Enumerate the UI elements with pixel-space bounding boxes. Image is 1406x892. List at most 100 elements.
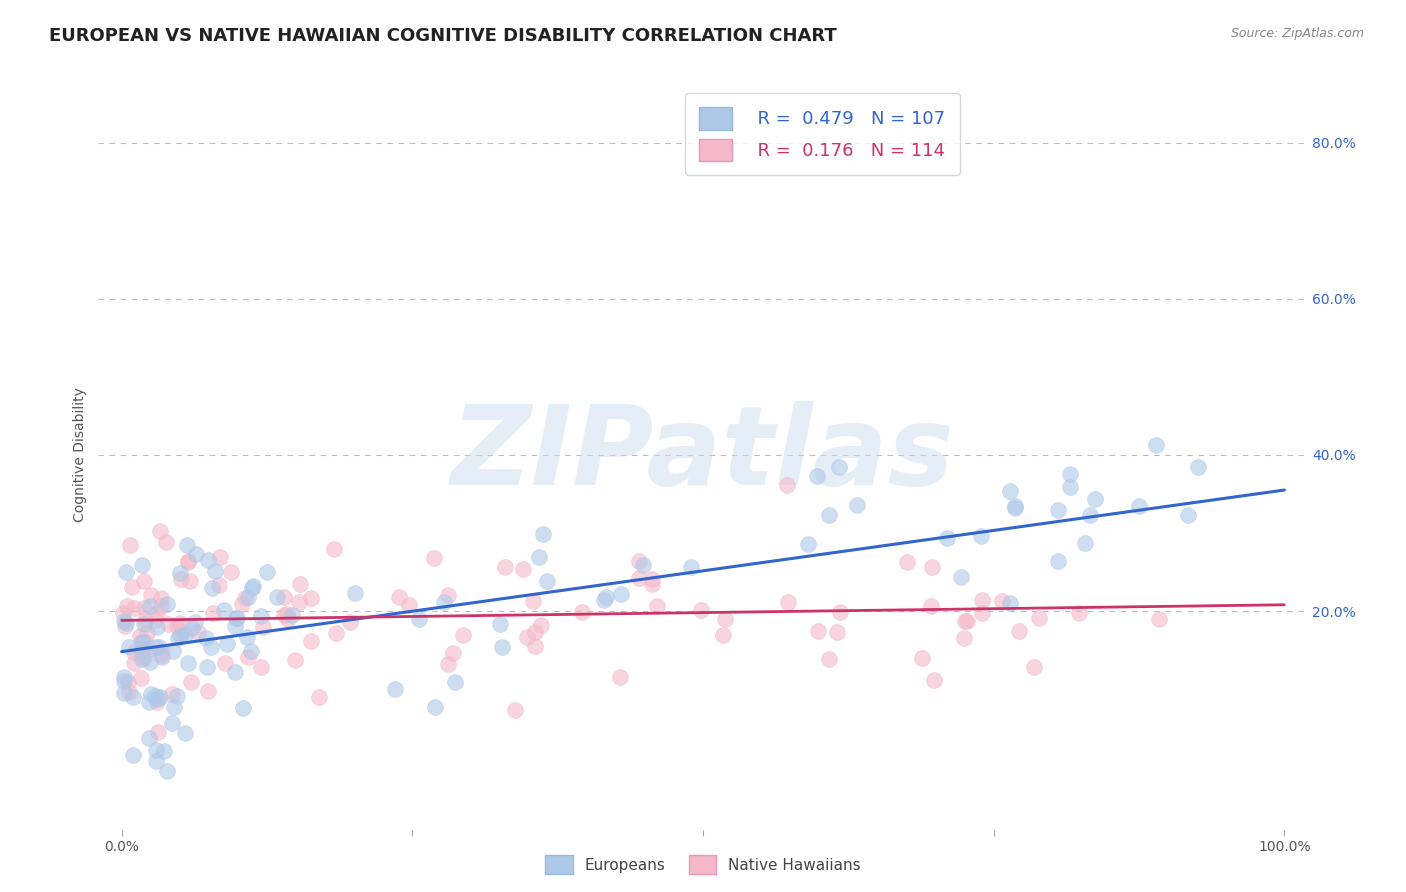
Point (807, 624, 830, 639)
Point (169, 566, 191, 580)
Point (325, 626, 347, 640)
Point (505, 703, 527, 717)
Point (176, 555, 198, 569)
Text: EUROPEAN VS NATIVE HAWAIIAN COGNITIVE DISABILITY CORRELATION CHART: EUROPEAN VS NATIVE HAWAIIAN COGNITIVE DI… (49, 27, 837, 45)
Point (1078, 508, 1101, 522)
Point (953, 614, 976, 628)
Point (200, 640, 222, 654)
Point (117, 675, 139, 690)
Point (1084, 491, 1107, 506)
Point (516, 630, 538, 644)
Point (115, 566, 138, 580)
Point (225, 611, 247, 625)
Point (1046, 554, 1069, 568)
Point (339, 615, 361, 630)
Point (232, 701, 254, 715)
Point (443, 675, 465, 690)
Point (146, 695, 169, 709)
Point (157, 616, 180, 631)
Point (141, 588, 163, 602)
Point (169, 616, 191, 631)
Point (645, 599, 668, 614)
Point (949, 570, 972, 584)
Point (631, 558, 654, 572)
Point (953, 632, 976, 646)
Point (149, 591, 172, 606)
Point (131, 643, 153, 657)
Point (970, 529, 993, 543)
Point (156, 597, 179, 611)
Point (713, 612, 735, 626)
Point (138, 695, 160, 709)
Point (1067, 607, 1090, 621)
Point (711, 628, 734, 642)
Point (825, 624, 848, 639)
Point (122, 601, 145, 615)
Point (112, 614, 135, 628)
Point (129, 634, 152, 648)
Y-axis label: Cognitive Disability: Cognitive Disability (73, 387, 87, 523)
Point (132, 601, 155, 615)
Point (595, 590, 617, 604)
Point (170, 572, 193, 586)
Point (252, 620, 274, 634)
Point (172, 624, 194, 639)
Point (177, 656, 200, 670)
Point (156, 764, 179, 778)
Point (184, 547, 207, 561)
Point (138, 731, 160, 745)
Point (491, 640, 513, 654)
Point (910, 651, 932, 665)
Point (972, 592, 994, 607)
Point (122, 747, 145, 762)
Point (522, 594, 544, 608)
Point (131, 558, 153, 573)
Point (139, 655, 162, 669)
Point (150, 645, 173, 659)
Point (610, 587, 633, 601)
Point (1004, 500, 1026, 515)
Point (224, 665, 246, 679)
Point (146, 692, 169, 706)
Point (112, 686, 135, 700)
Point (132, 651, 155, 665)
Point (972, 607, 994, 621)
Point (180, 675, 202, 690)
Point (273, 590, 295, 604)
Point (236, 650, 259, 665)
Point (114, 616, 136, 631)
Point (494, 559, 516, 574)
Point (166, 690, 188, 704)
Point (162, 644, 184, 658)
Point (1187, 460, 1209, 475)
Point (991, 593, 1014, 607)
Point (828, 605, 851, 619)
Point (408, 612, 430, 626)
Point (1004, 499, 1026, 513)
Point (132, 635, 155, 649)
Point (571, 606, 593, 620)
Point (160, 687, 183, 701)
Point (134, 616, 156, 631)
Point (112, 670, 135, 684)
Point (806, 469, 828, 483)
Point (201, 581, 224, 595)
Point (250, 660, 273, 674)
Point (141, 687, 163, 701)
Point (489, 617, 512, 632)
Point (219, 565, 242, 579)
Point (146, 725, 169, 739)
Point (184, 615, 207, 629)
Point (131, 652, 153, 666)
Point (214, 657, 236, 671)
Point (1008, 624, 1031, 638)
Point (139, 599, 162, 613)
Point (179, 574, 201, 588)
Point (323, 541, 346, 556)
Point (308, 690, 330, 704)
Point (828, 460, 851, 475)
Point (160, 715, 183, 730)
Point (176, 538, 198, 552)
Legend:   R =  0.479   N = 107,   R =  0.176   N = 114: R = 0.479 N = 107, R = 0.176 N = 114 (685, 93, 960, 175)
Point (121, 690, 143, 705)
